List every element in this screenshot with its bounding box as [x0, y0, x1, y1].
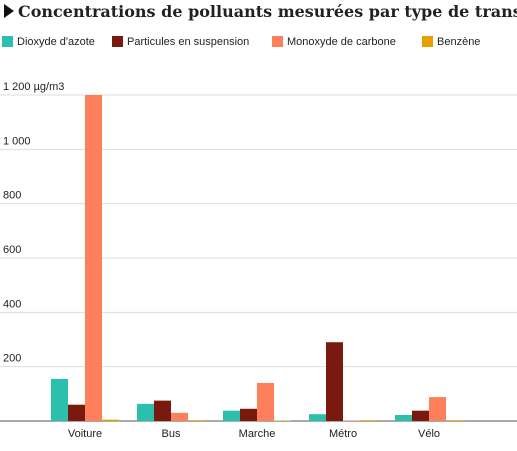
y-tick-label: 800: [3, 190, 21, 202]
x-tick-label: Bus: [162, 428, 181, 440]
bar: [274, 420, 291, 421]
bar: [85, 95, 102, 421]
bar: [137, 403, 154, 421]
legend-label: Particules en suspension: [127, 36, 249, 48]
x-tick-label: Marche: [239, 428, 276, 440]
chart-title: Concentrations de polluants mesurées par…: [18, 2, 517, 21]
bar: [68, 404, 85, 421]
y-tick-label: 1 000: [3, 135, 31, 147]
legend-label: Monoxyde de carbone: [287, 36, 396, 48]
bar: [154, 400, 171, 421]
y-tick-label: 400: [3, 298, 21, 310]
legend-swatch: [272, 36, 283, 47]
y-tick-label: 1 200 µg/m3: [3, 81, 64, 93]
bar: [309, 414, 326, 421]
bar: [188, 420, 205, 421]
bar: [412, 410, 429, 421]
legend-swatch: [2, 36, 13, 47]
bar: [257, 382, 274, 421]
legend-label: Dioxyde d'azote: [17, 36, 95, 48]
bar: [171, 412, 188, 421]
legend-swatch: [112, 36, 123, 47]
y-tick-label: 200: [3, 353, 21, 365]
bar: [343, 420, 360, 421]
y-tick-label: 600: [3, 244, 21, 256]
legend-label: Benzène: [437, 36, 480, 48]
title-marker: [4, 4, 14, 18]
bar: [102, 419, 119, 421]
bar: [240, 408, 257, 421]
bar: [429, 397, 446, 421]
bar: [360, 420, 377, 421]
bar: [395, 415, 412, 421]
bar: [223, 410, 240, 421]
bar: [326, 342, 343, 421]
x-tick-label: Voiture: [68, 428, 102, 440]
bar: [446, 420, 463, 421]
x-tick-label: Vélo: [418, 428, 440, 440]
legend-swatch: [422, 36, 433, 47]
x-tick-label: Métro: [329, 428, 357, 440]
bar: [51, 378, 68, 421]
